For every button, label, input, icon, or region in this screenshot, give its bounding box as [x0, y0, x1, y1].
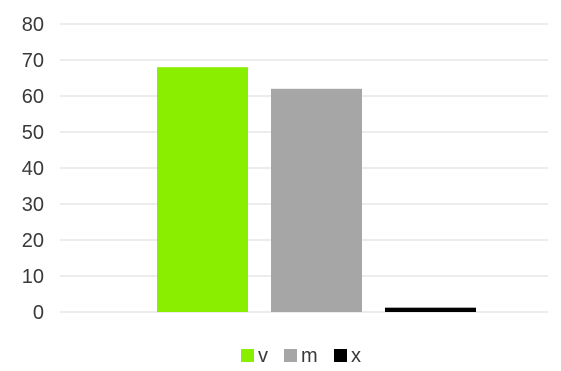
y-tick-label: 30 — [22, 194, 44, 216]
y-tick-label: 50 — [22, 122, 44, 144]
y-tick-label: 80 — [22, 14, 44, 36]
y-tick-label: 40 — [22, 158, 44, 180]
bar-v — [157, 67, 248, 312]
y-tick-label: 20 — [22, 230, 44, 252]
legend-label-v: v — [258, 345, 268, 367]
legend-label-m: m — [301, 345, 318, 367]
bar-x — [385, 307, 476, 312]
legend-swatch-v — [241, 349, 254, 362]
bars — [157, 67, 476, 312]
y-tick-label: 70 — [22, 50, 44, 72]
y-tick-label: 60 — [22, 86, 44, 108]
bar-m — [271, 88, 362, 312]
legend-label-x: x — [351, 345, 361, 367]
y-tick-label: 0 — [33, 302, 44, 324]
legend-swatch-m — [284, 349, 297, 362]
legend-swatch-x — [334, 349, 347, 362]
y-axis-ticks: 0 10 20 30 40 50 60 70 80 — [22, 14, 44, 324]
y-tick-label: 10 — [22, 266, 44, 288]
